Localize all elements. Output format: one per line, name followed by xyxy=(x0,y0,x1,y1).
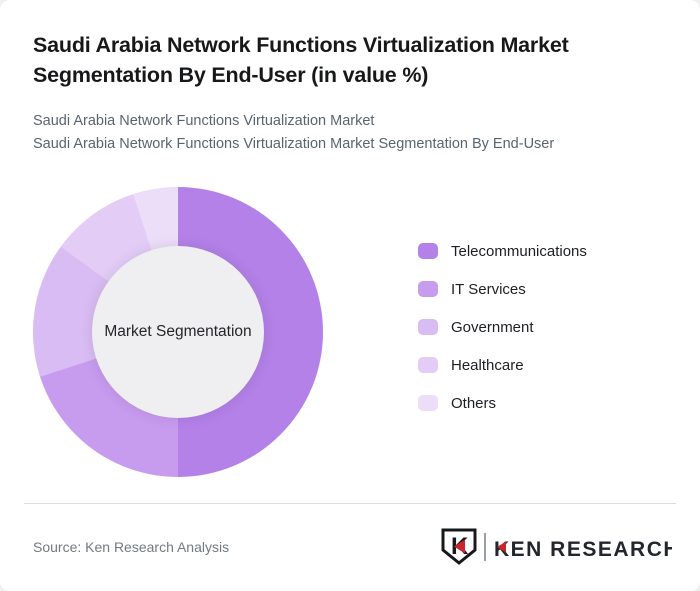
logo-k-accent xyxy=(497,541,506,553)
legend-swatch xyxy=(418,319,438,335)
legend-label: Healthcare xyxy=(451,356,524,374)
legend-label: Government xyxy=(451,318,534,336)
legend-item: Healthcare xyxy=(418,354,587,376)
legend-item: Others xyxy=(418,392,587,414)
footer-divider xyxy=(24,503,676,504)
legend-swatch xyxy=(418,281,438,297)
legend-item: Government xyxy=(418,316,587,338)
ken-shield-k-icon: K xyxy=(441,528,477,565)
page-title-line1: Saudi Arabia Network Functions Virtualiz… xyxy=(33,33,569,57)
logo-wordmark: KEN RESEARCH xyxy=(494,538,672,561)
legend-swatch xyxy=(418,395,438,411)
ken-research-logo: K KEN RESEARCH xyxy=(441,528,672,565)
legend-item: IT Services xyxy=(418,278,587,300)
chart-subtitle-line2: Saudi Arabia Network Functions Virtualiz… xyxy=(33,135,555,152)
legend-item: Telecommunications xyxy=(418,240,587,262)
legend-label: Telecommunications xyxy=(451,242,587,260)
legend-label: Others xyxy=(451,394,497,412)
page-title: Saudi Arabia Network Functions Virtualiz… xyxy=(33,30,569,90)
legend-swatch xyxy=(418,243,438,259)
legend-swatch xyxy=(418,357,438,373)
source-note: Source: Ken Research Analysis xyxy=(33,539,230,555)
legend: Telecommunications IT Services Government H… xyxy=(418,240,587,430)
page-title-line2: Segmentation By End-User (in value %) xyxy=(33,63,429,87)
logo-divider xyxy=(484,533,486,561)
legend-label: IT Services xyxy=(451,280,526,298)
donut-center: Market Segmentation xyxy=(92,246,264,418)
donut-center-label: Market Segmentation xyxy=(104,323,252,340)
donut-chart: Market Segmentation xyxy=(33,187,323,477)
chart-subtitle-line1: Saudi Arabia Network Functions Virtualiz… xyxy=(33,113,375,129)
chart-subtitle: Saudi Arabia Network Functions Virtualiz… xyxy=(33,110,554,155)
